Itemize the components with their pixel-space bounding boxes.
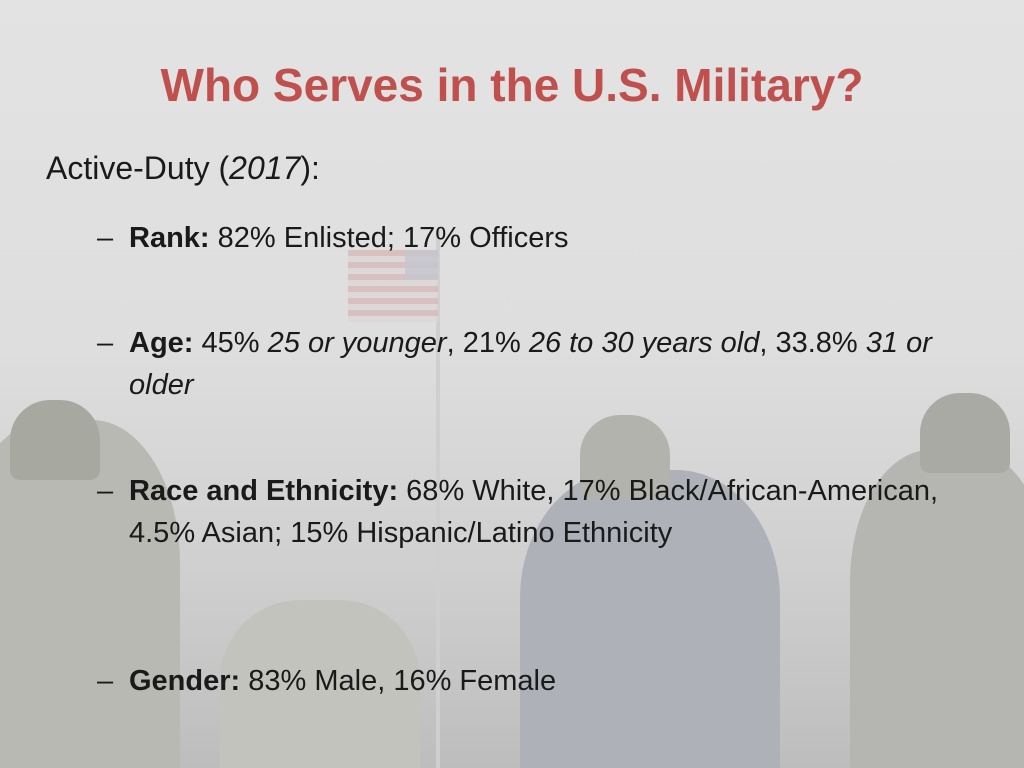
item-label: Rank:: [129, 222, 210, 254]
bullet-dash: –: [97, 665, 114, 697]
item-value: , 33.8%: [759, 327, 866, 359]
item-value: , 21%: [446, 327, 529, 359]
item-label: Age:: [129, 327, 194, 359]
item-text: Race and Ethnicity: 68% White, 17% Black…: [129, 470, 947, 554]
intro-line: Active-Duty (2017):: [46, 150, 320, 187]
slide-title: Who Serves in the U.S. Military?: [160, 59, 864, 111]
bullet-dash: –: [97, 475, 114, 507]
item-value: 68% White, 17% Black/African-American, 4…: [129, 475, 939, 549]
intro-prefix: Active-Duty (: [46, 150, 230, 186]
intro-suffix: ):: [300, 150, 320, 186]
bullet-dash: –: [97, 222, 114, 254]
item-label: Race and Ethnicity:: [129, 475, 399, 507]
item-text: Rank: 82% Enlisted; 17% Officers: [129, 217, 947, 259]
list-item-gender: – Gender: 83% Male, 16% Female: [97, 660, 947, 702]
item-label: Gender:: [129, 665, 241, 697]
list-item-race-ethnicity: – Race and Ethnicity: 68% White, 17% Bla…: [97, 470, 947, 554]
bullet-dash: –: [97, 327, 114, 359]
item-value-italic: 26 to 30 years old: [528, 327, 760, 359]
item-value-italic: 31 or older: [129, 327, 932, 401]
item-value: 45%: [193, 327, 268, 359]
item-value-italic: 25 or younger: [267, 327, 447, 359]
list-item-age: – Age: 45% 25 or younger, 21% 26 to 30 y…: [97, 322, 947, 406]
item-text: Gender: 83% Male, 16% Female: [129, 660, 947, 702]
intro-year: 2017: [229, 150, 301, 186]
item-value: 83% Male, 16% Female: [240, 665, 557, 697]
list-item-rank: – Rank: 82% Enlisted; 17% Officers: [97, 217, 947, 259]
item-text: Age: 45% 25 or younger, 21% 26 to 30 yea…: [129, 322, 947, 406]
item-value: 82% Enlisted; 17% Officers: [209, 222, 569, 254]
